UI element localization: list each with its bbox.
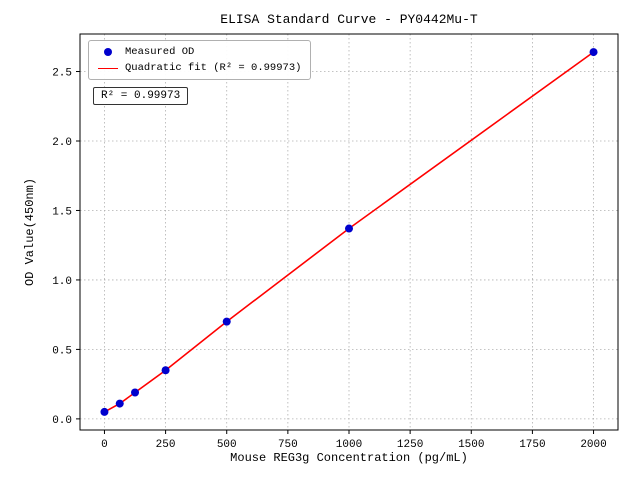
- scatter-marker-icon: [104, 48, 112, 56]
- y-tick-label: 0.0: [52, 415, 72, 427]
- line-marker-icon: [98, 67, 118, 69]
- data-point: [589, 48, 598, 57]
- x-tick-label: 1750: [519, 439, 545, 451]
- x-tick-label: 1000: [336, 439, 362, 451]
- data-point: [100, 407, 109, 416]
- legend-entry-measured-od: Measured OD: [98, 46, 301, 58]
- legend-label: Quadratic fit (R² = 0.99973): [125, 62, 302, 74]
- y-tick-label: 2.0: [52, 137, 72, 149]
- x-axis-label: Mouse REG3g Concentration (pg/mL): [230, 451, 468, 465]
- data-point: [345, 224, 353, 233]
- y-tick-label: 2.5: [52, 68, 72, 80]
- data-point: [161, 366, 170, 375]
- data-point: [131, 388, 140, 397]
- x-tick-label: 1500: [458, 439, 484, 451]
- data-point: [115, 399, 124, 408]
- x-tick-label: 2000: [580, 439, 606, 451]
- x-tick-label: 0: [101, 439, 108, 451]
- legend: Measured OD Quadratic fit (R² = 0.99973): [88, 40, 312, 80]
- r-squared-annotation: R² = 0.99973: [93, 87, 189, 105]
- y-tick-label: 1.0: [52, 276, 72, 288]
- x-tick-label: 750: [278, 439, 298, 451]
- x-tick-label: 500: [217, 439, 237, 451]
- y-tick-label: 1.5: [52, 206, 72, 218]
- legend-label: Measured OD: [125, 46, 195, 58]
- y-tick-label: 0.5: [52, 345, 72, 357]
- x-tick-label: 1250: [397, 439, 423, 451]
- legend-entry-quadratic-fit: Quadratic fit (R² = 0.99973): [98, 62, 301, 74]
- chart-title: ELISA Standard Curve - PY0442Mu-T: [220, 12, 478, 27]
- data-point: [222, 317, 231, 326]
- y-axis-label: OD Value(450nm): [23, 177, 37, 287]
- x-tick-label: 250: [156, 439, 176, 451]
